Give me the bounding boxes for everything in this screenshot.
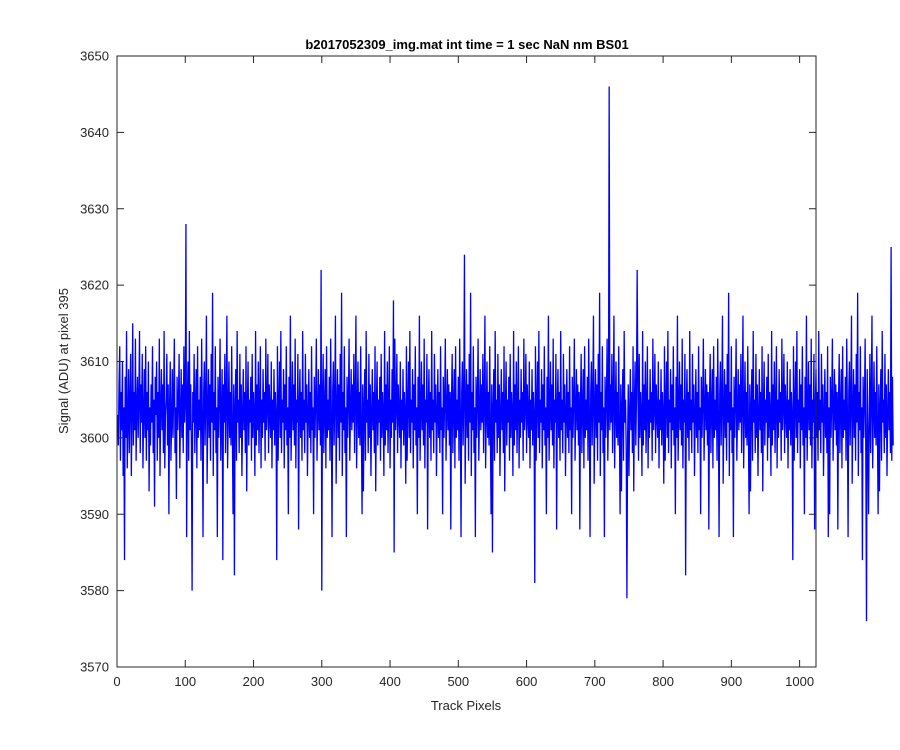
- y-tick-label: 3580: [80, 583, 109, 598]
- x-axis: 0 100 200 300 400 500 600 700 800 900 1000: [113, 56, 814, 689]
- y-tick-label: 3630: [80, 201, 109, 216]
- signal-series-line-1: [117, 86, 894, 622]
- x-tick-label: 500: [447, 674, 469, 689]
- x-tick-label: 400: [379, 674, 401, 689]
- x-tick-label: 600: [516, 674, 538, 689]
- x-tick-label: 900: [721, 674, 743, 689]
- y-tick-label: 3620: [80, 278, 109, 293]
- plot-area: [117, 86, 894, 622]
- x-tick-label: 0: [113, 674, 120, 689]
- x-tick-label: 700: [584, 674, 606, 689]
- y-tick-label: 3640: [80, 125, 109, 140]
- x-tick-label: 300: [311, 674, 333, 689]
- y-tick-label: 3570: [80, 660, 109, 675]
- x-tick-label: 800: [652, 674, 674, 689]
- y-tick-label: 3650: [80, 49, 109, 64]
- x-tick-label: 200: [243, 674, 265, 689]
- y-tick-label: 3610: [80, 354, 109, 369]
- x-axis-label: Track Pixels: [431, 698, 502, 713]
- x-tick-label: 100: [174, 674, 196, 689]
- x-tick-label: 1000: [785, 674, 814, 689]
- y-tick-label: 3600: [80, 430, 109, 445]
- y-tick-label: 3590: [80, 507, 109, 522]
- y-axis-label: Signal (ADU) at pixel 395: [56, 288, 71, 434]
- y-axis: 3570 3580 3590 3600 3610 3620 3630 3640 3650: [80, 49, 816, 675]
- chart-title: b2017052309_img.mat int time = 1 sec NaN…: [305, 37, 628, 52]
